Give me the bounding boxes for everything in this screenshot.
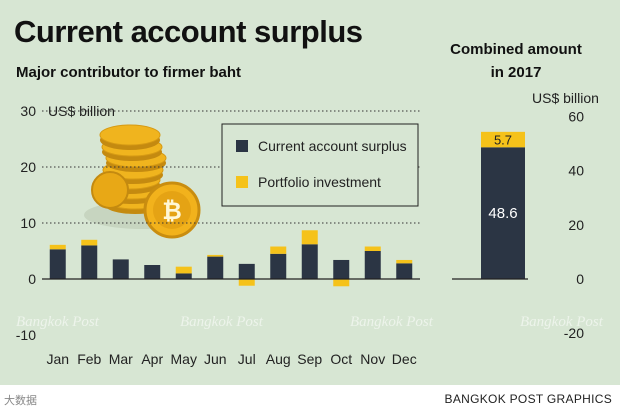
bar-portfolio (270, 246, 287, 254)
bar-current-account (333, 259, 350, 279)
y-axis-label: US$ billion (48, 103, 115, 119)
bar-current-account (144, 265, 161, 279)
bar-current-account (270, 253, 287, 279)
bar-portfolio (175, 266, 192, 274)
bitcoin-coin-stack-icon: ₿ (84, 124, 201, 239)
legend-label: Current account surplus (258, 138, 407, 154)
bar-current-account (81, 245, 98, 279)
y-tick-label: 30 (20, 103, 36, 119)
corner-watermark: 大数据 (4, 395, 37, 407)
legend-box (221, 123, 419, 207)
chart-legend: Current account surplus Portfolio investm… (221, 123, 419, 207)
combined-title-line2: in 2017 (490, 64, 542, 81)
main-chart-axis: -10 0 10 20 30 US$ billion Jan Feb Mar Apr May Jun J… (16, 103, 420, 367)
main-chart-bars (49, 230, 413, 287)
y-tick-label: 0 (576, 271, 584, 287)
bar-portfolio (333, 279, 350, 287)
bar-current-account (175, 273, 192, 279)
coin-face (99, 124, 161, 146)
chart-subtitle: Major contributor to firmer baht (16, 64, 241, 81)
bar-portfolio (301, 230, 318, 245)
y-axis-label: US$ billion (532, 90, 599, 106)
bar-portfolio (396, 259, 413, 264)
bar-portfolio (238, 279, 255, 286)
bar-current-account (396, 263, 413, 279)
graphics-credit: BANGKOK POST GRAPHICS (444, 392, 612, 406)
bar-current-account (49, 249, 66, 279)
y-tick-label: 40 (568, 163, 584, 179)
bar-portfolio (207, 254, 224, 257)
x-tick-label: Mar (109, 351, 133, 367)
combined-chart-axis: US$ billion -20 0 20 40 60 (452, 90, 599, 341)
chart-canvas: ₿ -10 0 10 20 30 US$ billion Jan Feb Mar Apr May Ju… (16, 90, 604, 367)
bitcoin-symbol: ₿ (162, 198, 182, 225)
coin-side (91, 171, 129, 209)
y-tick-label: 20 (20, 159, 36, 175)
combined-panel-title: Combined amount in 2017 (432, 38, 600, 84)
x-tick-label: Jan (46, 351, 69, 367)
combined-chart-bars: 48.6 5.7 (481, 131, 525, 279)
watermark-text: Bangkok Post (350, 314, 434, 330)
watermark-layer: Bangkok Post Bangkok Post Bangkok Post Bang… (16, 314, 604, 330)
y-tick-label: -20 (564, 325, 584, 341)
legend-swatch (236, 140, 248, 152)
legend-swatch (236, 176, 248, 188)
bar-current-account (301, 244, 318, 279)
y-tick-label: 10 (20, 215, 36, 231)
coin-large-inner (153, 191, 191, 229)
watermark-text: Bangkok Post (16, 314, 100, 330)
bar-portfolio (481, 131, 525, 148)
y-tick-label: -10 (16, 327, 36, 343)
bar-portfolio (49, 244, 66, 250)
chart-title: Current account surplus (14, 14, 363, 49)
combined-title-line1: Combined amount (450, 41, 582, 58)
x-tick-label: Jul (238, 351, 256, 367)
watermark-text: Bangkok Post (180, 314, 264, 330)
bar-current-account (207, 256, 224, 279)
x-tick-label: Feb (77, 351, 101, 367)
x-tick-label: Dec (392, 351, 417, 367)
bar-current-account (112, 259, 129, 279)
y-tick-label: 20 (568, 217, 584, 233)
x-tick-label: Nov (360, 351, 385, 367)
x-tick-label: Sep (297, 351, 322, 367)
x-tick-label: Aug (266, 351, 291, 367)
data-label: 5.7 (494, 133, 512, 148)
bar-current-account (481, 147, 525, 279)
x-tick-label: Jun (204, 351, 227, 367)
bar-portfolio (364, 246, 381, 251)
bar-portfolio (81, 239, 98, 246)
bar-current-account (364, 251, 381, 279)
x-tick-label: Oct (330, 351, 352, 367)
x-tick-label: Apr (141, 351, 163, 367)
x-tick-label: May (171, 351, 197, 367)
y-tick-label: 0 (28, 271, 36, 287)
y-tick-label: 60 (568, 108, 584, 124)
data-label: 48.6 (488, 205, 517, 222)
legend-label: Portfolio investment (258, 174, 381, 190)
bar-current-account (238, 263, 255, 279)
watermark-text: Bangkok Post (520, 314, 604, 330)
